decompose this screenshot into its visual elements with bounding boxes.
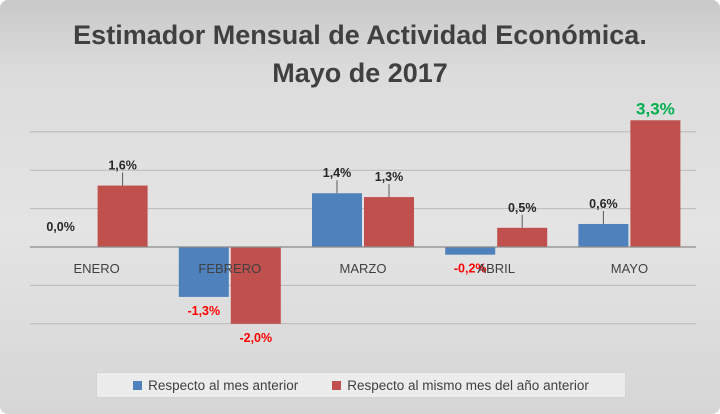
data-label-series1-enero: 0,0%	[46, 220, 75, 234]
bar-series2-mayo	[630, 120, 681, 247]
data-label-series1-febrero: -1,3%	[187, 304, 220, 318]
bar-series2-febrero	[230, 247, 281, 324]
bar-series1-mayo	[578, 223, 629, 247]
bar-series1-abril	[445, 247, 496, 255]
bar-series2-abril	[497, 227, 548, 247]
legend-item-series1: Respecto al mes anterior	[133, 378, 298, 393]
data-label-series2-marzo: 1,3%	[375, 170, 404, 184]
category-label-febrero: FEBRERO	[198, 261, 261, 276]
category-label-marzo: MARZO	[340, 261, 387, 276]
data-label-series1-marzo: 1,4%	[323, 166, 352, 180]
bar-series2-enero	[97, 185, 148, 247]
legend-swatch-series1	[133, 380, 143, 390]
bar-series1-marzo	[312, 193, 362, 247]
data-label-series2-febrero: -2,0%	[239, 331, 272, 345]
category-label-abril: ABRIL	[477, 261, 515, 276]
data-label-series1-abril: -0,2%	[454, 262, 487, 276]
category-label-enero: ENERO	[73, 261, 119, 276]
data-label-series2-abril: 0,5%	[508, 201, 537, 215]
legend: Respecto al mes anterior Respecto al mis…	[96, 372, 626, 398]
data-label-series2-mayo: 3,3%	[636, 99, 675, 118]
legend-label-series2: Respecto al mismo mes del año anterior	[347, 377, 589, 393]
chart-title-line1: Estimador Mensual de Actividad Económica…	[73, 20, 647, 50]
data-label-series2-enero: 1,6%	[108, 159, 137, 173]
chart-title-line2: Mayo de 2017	[272, 58, 448, 88]
category-label-mayo: MAYO	[611, 261, 648, 276]
bar-series2-marzo	[364, 197, 414, 247]
legend-label-series1: Respecto al mes anterior	[148, 377, 299, 393]
legend-swatch-series2	[332, 380, 342, 390]
legend-item-series2: Respecto al mismo mes del año anterior	[332, 378, 589, 393]
bar-series1-febrero	[178, 247, 229, 297]
chart-title: Estimador Mensual de Actividad Económica…	[0, 16, 720, 92]
data-label-series1-mayo: 0,6%	[589, 197, 618, 211]
